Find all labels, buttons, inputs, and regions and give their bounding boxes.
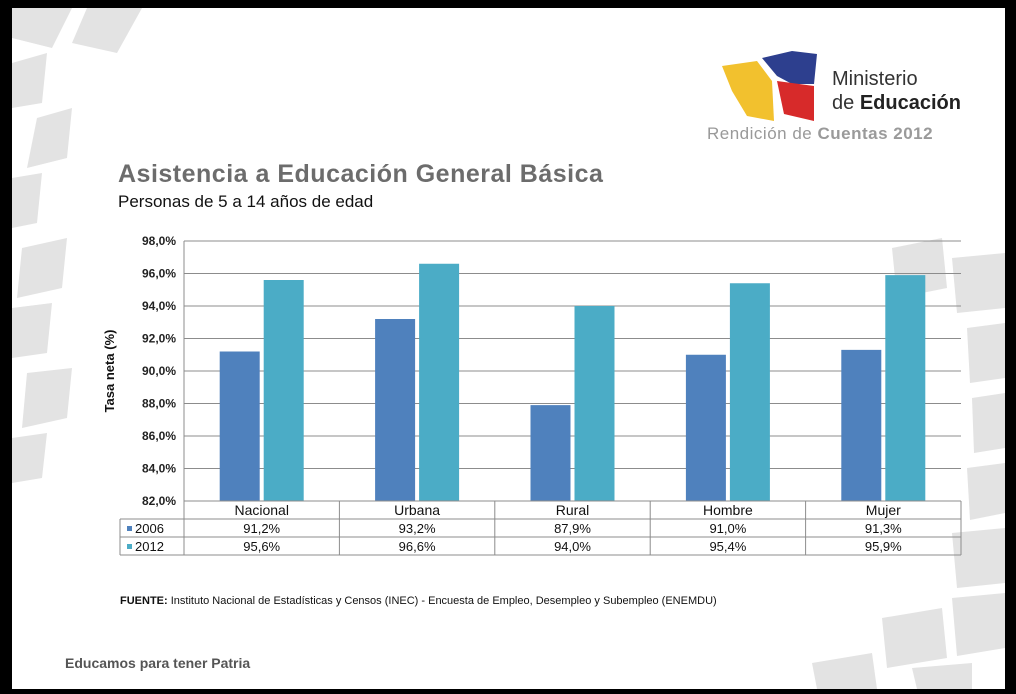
y-tick-label: 94,0% xyxy=(142,299,176,313)
y-tick-label: 84,0% xyxy=(142,462,176,476)
bar-2006-mujer xyxy=(841,349,882,501)
x-category-label: Hombre xyxy=(703,502,753,518)
bar-2012-mujer xyxy=(885,275,926,501)
source-note: FUENTE: Instituto Nacional de Estadístic… xyxy=(120,595,717,607)
report-caption: Rendición de Cuentas 2012 xyxy=(707,124,934,143)
bar-2012-urbana xyxy=(419,263,460,501)
bar-2012-nacional xyxy=(263,280,304,501)
ministry-logo xyxy=(722,51,817,121)
logo-line2: de Educación xyxy=(832,92,961,114)
data-label: 91,0% xyxy=(709,521,746,536)
logo-red-band xyxy=(777,81,814,121)
bar-2012-rural xyxy=(574,306,615,501)
bar-chart: 82,0% 84,0% 86,0% 88,0% 90,0% 92,0% 94,0% 96,0%… xyxy=(102,234,962,556)
data-label: 96,6% xyxy=(399,539,436,554)
bar-2012-hombre xyxy=(729,283,770,501)
bar-2006-nacional xyxy=(219,351,260,501)
bar-2006-hombre xyxy=(685,354,726,501)
y-tick-label: 82,0% xyxy=(142,494,176,508)
slide: Ministerio de Educación Rendición de Cue… xyxy=(12,8,1005,689)
y-tick-label: 90,0% xyxy=(142,364,176,378)
bar-2006-urbana xyxy=(375,319,416,501)
chart-title: Asistencia a Educación General Básica xyxy=(118,160,604,188)
x-category-label: Nacional xyxy=(234,502,288,518)
data-label: 94,0% xyxy=(554,539,591,554)
data-label: 91,3% xyxy=(865,521,902,536)
legend-label-2012: 2012 xyxy=(135,539,164,554)
legend-swatch-2012 xyxy=(127,544,132,549)
data-label: 87,9% xyxy=(554,521,591,536)
data-label: 91,2% xyxy=(243,521,280,536)
y-tick-label: 88,0% xyxy=(142,397,176,411)
x-category-label: Urbana xyxy=(394,502,440,518)
y-tick-label: 86,0% xyxy=(142,429,176,443)
logo-line1: Ministerio xyxy=(832,68,918,90)
y-tick-label: 98,0% xyxy=(142,234,176,248)
chart-subtitle: Personas de 5 a 14 años de edad xyxy=(118,192,374,211)
data-label: 95,4% xyxy=(709,539,746,554)
footer-slogan: Educamos para tener Patria xyxy=(65,655,251,671)
x-category-label: Mujer xyxy=(866,502,901,518)
legend-label-2006: 2006 xyxy=(135,521,164,536)
decorative-background xyxy=(12,8,1005,689)
legend-swatch-2006 xyxy=(127,526,132,531)
y-tick-label: 96,0% xyxy=(142,267,176,281)
x-category-label: Rural xyxy=(556,502,589,518)
y-tick-label: 92,0% xyxy=(142,332,176,346)
logo-text: Ministerio de Educación xyxy=(722,46,982,126)
y-axis-label: Tasa neta (%) xyxy=(102,330,117,413)
logo-yellow-band xyxy=(722,61,774,121)
data-label: 93,2% xyxy=(399,521,436,536)
data-label: 95,9% xyxy=(865,539,902,554)
bar-2006-rural xyxy=(530,405,571,501)
data-label: 95,6% xyxy=(243,539,280,554)
logo-blue-band xyxy=(762,51,817,84)
